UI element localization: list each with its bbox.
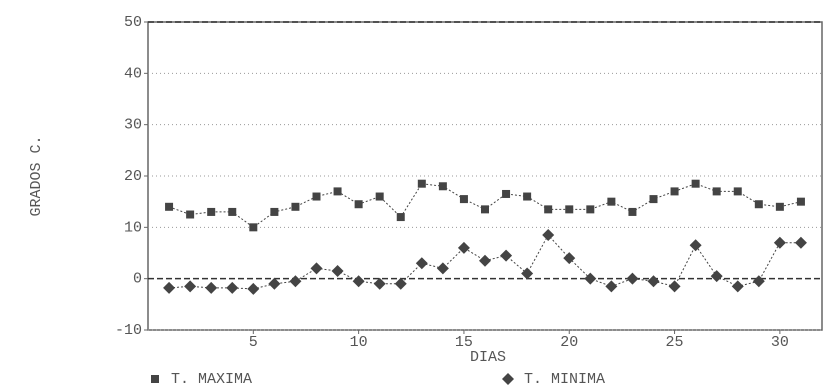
point	[542, 229, 555, 242]
point	[396, 213, 405, 222]
point	[436, 262, 449, 275]
point	[502, 189, 511, 198]
x-tick-label: 5	[249, 334, 258, 351]
x-tick-label: 10	[350, 334, 368, 351]
legend-label: T. MINIMA	[524, 371, 605, 388]
point	[331, 264, 344, 277]
y-tick-label: 10	[124, 219, 142, 236]
point	[733, 187, 742, 196]
legend-label: T. MAXIMA	[171, 371, 252, 388]
point	[710, 270, 723, 283]
point	[754, 200, 763, 209]
y-tick-label: 20	[124, 168, 142, 185]
point	[565, 205, 574, 214]
point	[670, 187, 679, 196]
point	[205, 281, 218, 294]
point	[247, 282, 260, 295]
y-axis-label: GRADOS C.	[28, 135, 45, 216]
point	[479, 254, 491, 267]
point	[647, 275, 660, 288]
point	[459, 195, 468, 204]
point	[228, 207, 237, 216]
point	[584, 272, 597, 285]
point	[457, 241, 470, 254]
point	[607, 197, 616, 206]
point	[394, 277, 407, 290]
point	[312, 192, 321, 201]
point	[226, 281, 239, 294]
point	[563, 252, 576, 265]
point	[333, 187, 342, 196]
point	[373, 277, 386, 290]
y-tick-label: 50	[124, 14, 142, 31]
x-axis-label: DIAS	[470, 349, 506, 366]
x-tick-label: 30	[771, 334, 789, 351]
point	[310, 262, 323, 275]
point	[796, 197, 805, 206]
y-tick-label: -10	[115, 322, 142, 339]
x-tick-label: 25	[666, 334, 684, 351]
point	[689, 239, 702, 252]
point	[668, 280, 681, 293]
point	[649, 195, 658, 204]
point	[481, 205, 489, 214]
point	[291, 202, 300, 211]
point	[712, 187, 721, 196]
y-tick-label: 0	[133, 271, 142, 288]
point	[628, 207, 637, 216]
point	[626, 272, 639, 285]
point	[354, 200, 363, 209]
x-tick-label: 20	[560, 334, 578, 351]
point	[163, 281, 176, 294]
point	[184, 280, 197, 293]
point	[352, 275, 365, 288]
point	[773, 236, 786, 249]
legend-marker	[502, 373, 514, 385]
legend-marker	[151, 375, 159, 383]
y-tick-label: 40	[124, 65, 142, 82]
point	[415, 257, 428, 270]
point	[207, 207, 216, 216]
point	[165, 202, 174, 211]
point	[521, 267, 534, 280]
point	[438, 182, 447, 191]
point	[775, 202, 784, 211]
point	[417, 179, 426, 188]
point	[605, 280, 618, 293]
point	[249, 223, 258, 232]
point	[586, 205, 595, 214]
y-tick-label: 30	[124, 117, 142, 134]
point	[731, 280, 744, 293]
point	[289, 275, 302, 288]
point	[500, 249, 513, 262]
point	[794, 236, 807, 249]
point	[268, 277, 281, 290]
point	[523, 192, 532, 201]
x-tick-label: 15	[455, 334, 473, 351]
point	[691, 179, 700, 188]
point	[544, 205, 553, 214]
point	[752, 275, 765, 288]
point	[270, 207, 279, 216]
point	[375, 192, 384, 201]
point	[186, 210, 195, 219]
